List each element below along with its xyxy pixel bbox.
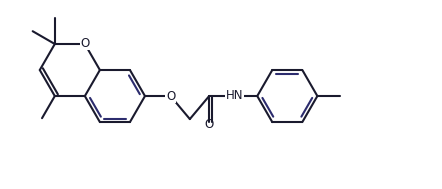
Text: O: O [205, 118, 214, 131]
Text: O: O [166, 90, 175, 103]
Text: O: O [80, 37, 89, 50]
Text: HN: HN [226, 89, 244, 102]
